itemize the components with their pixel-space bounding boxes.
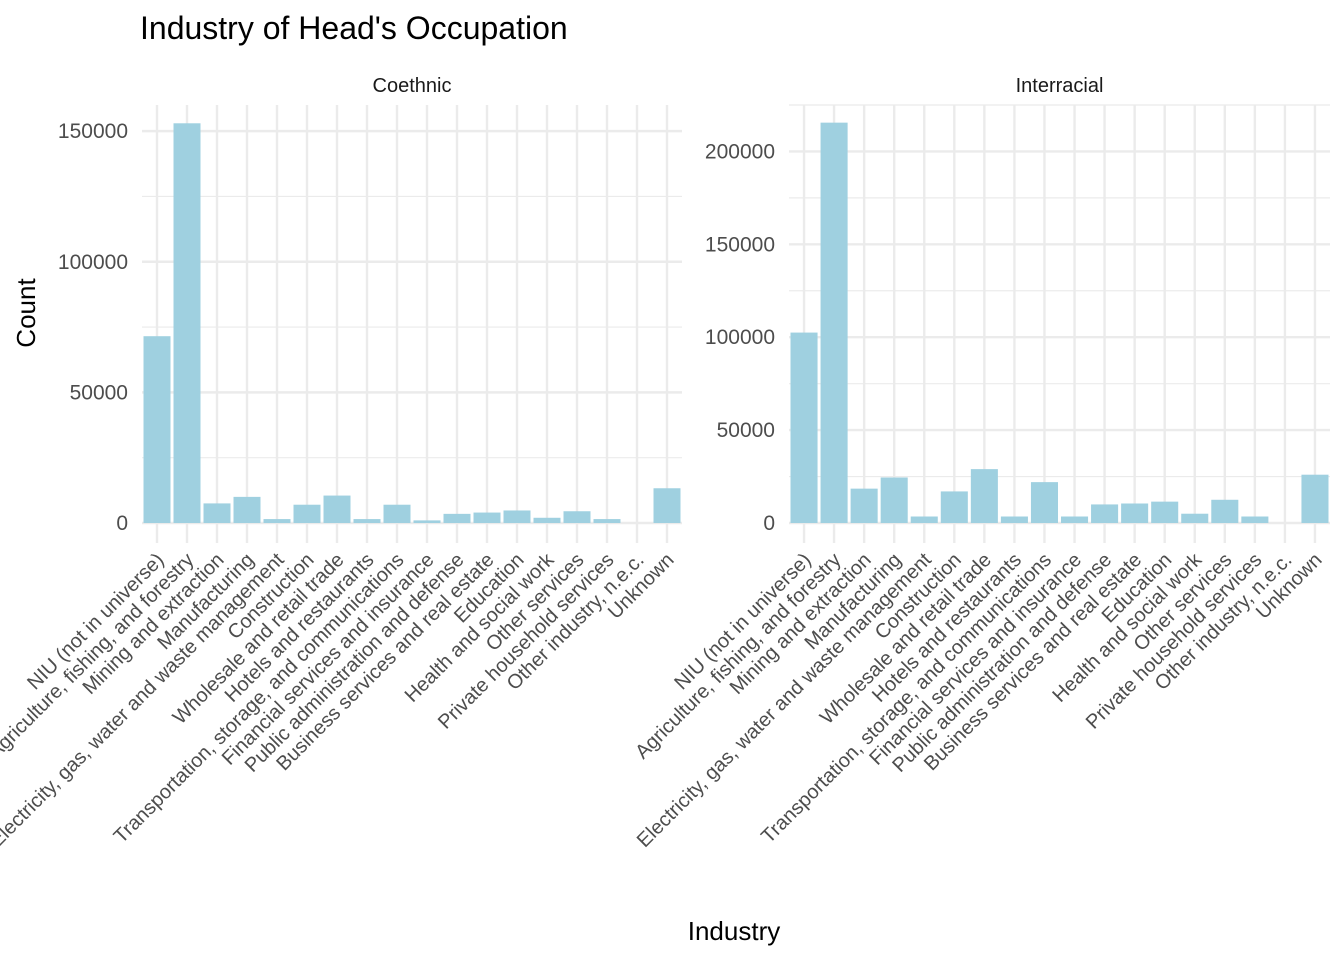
bar — [653, 488, 681, 523]
bar — [143, 336, 171, 523]
y-tick-label: 200000 — [705, 140, 775, 163]
facet-strip-label: Interracial — [1016, 75, 1104, 97]
bar — [1181, 513, 1209, 523]
bar — [563, 511, 591, 523]
y-axis-label: Count — [11, 278, 41, 348]
bar — [503, 510, 531, 523]
bar — [850, 488, 878, 523]
y-tick-label: 150000 — [58, 120, 128, 143]
y-tick-label: 150000 — [705, 233, 775, 256]
bar — [263, 519, 291, 523]
x-axis-label: Industry — [688, 916, 781, 946]
bar — [940, 491, 968, 523]
bar — [383, 504, 411, 523]
bar — [293, 504, 321, 523]
bar — [1061, 516, 1089, 523]
y-tick-label: 50000 — [70, 381, 128, 404]
y-tick-label: 100000 — [58, 251, 128, 274]
bar — [533, 517, 561, 523]
y-tick-label: 100000 — [705, 326, 775, 349]
bar — [413, 520, 441, 523]
bar — [173, 123, 201, 523]
chart-title: Industry of Head's Occupation — [140, 10, 568, 46]
y-tick-label: 0 — [763, 512, 775, 535]
bar — [1091, 504, 1119, 523]
bar — [443, 513, 471, 523]
y-tick-label: 50000 — [717, 419, 775, 442]
bar — [790, 332, 818, 523]
bar — [910, 516, 938, 523]
facet-strip-label: Coethnic — [373, 75, 452, 97]
bar — [970, 469, 998, 523]
bar — [1151, 501, 1179, 523]
bar — [593, 519, 621, 523]
bar — [1000, 516, 1028, 523]
bar — [820, 122, 848, 523]
bar — [353, 519, 381, 523]
bar — [1121, 503, 1149, 523]
bar — [1211, 499, 1239, 523]
bar — [880, 477, 908, 523]
bar — [1030, 482, 1058, 523]
bar — [1241, 516, 1269, 523]
bar — [473, 512, 501, 523]
y-tick-label: 0 — [116, 512, 128, 535]
bar — [323, 495, 351, 523]
bar — [203, 503, 231, 523]
bar — [1301, 474, 1329, 523]
bar — [233, 496, 261, 523]
